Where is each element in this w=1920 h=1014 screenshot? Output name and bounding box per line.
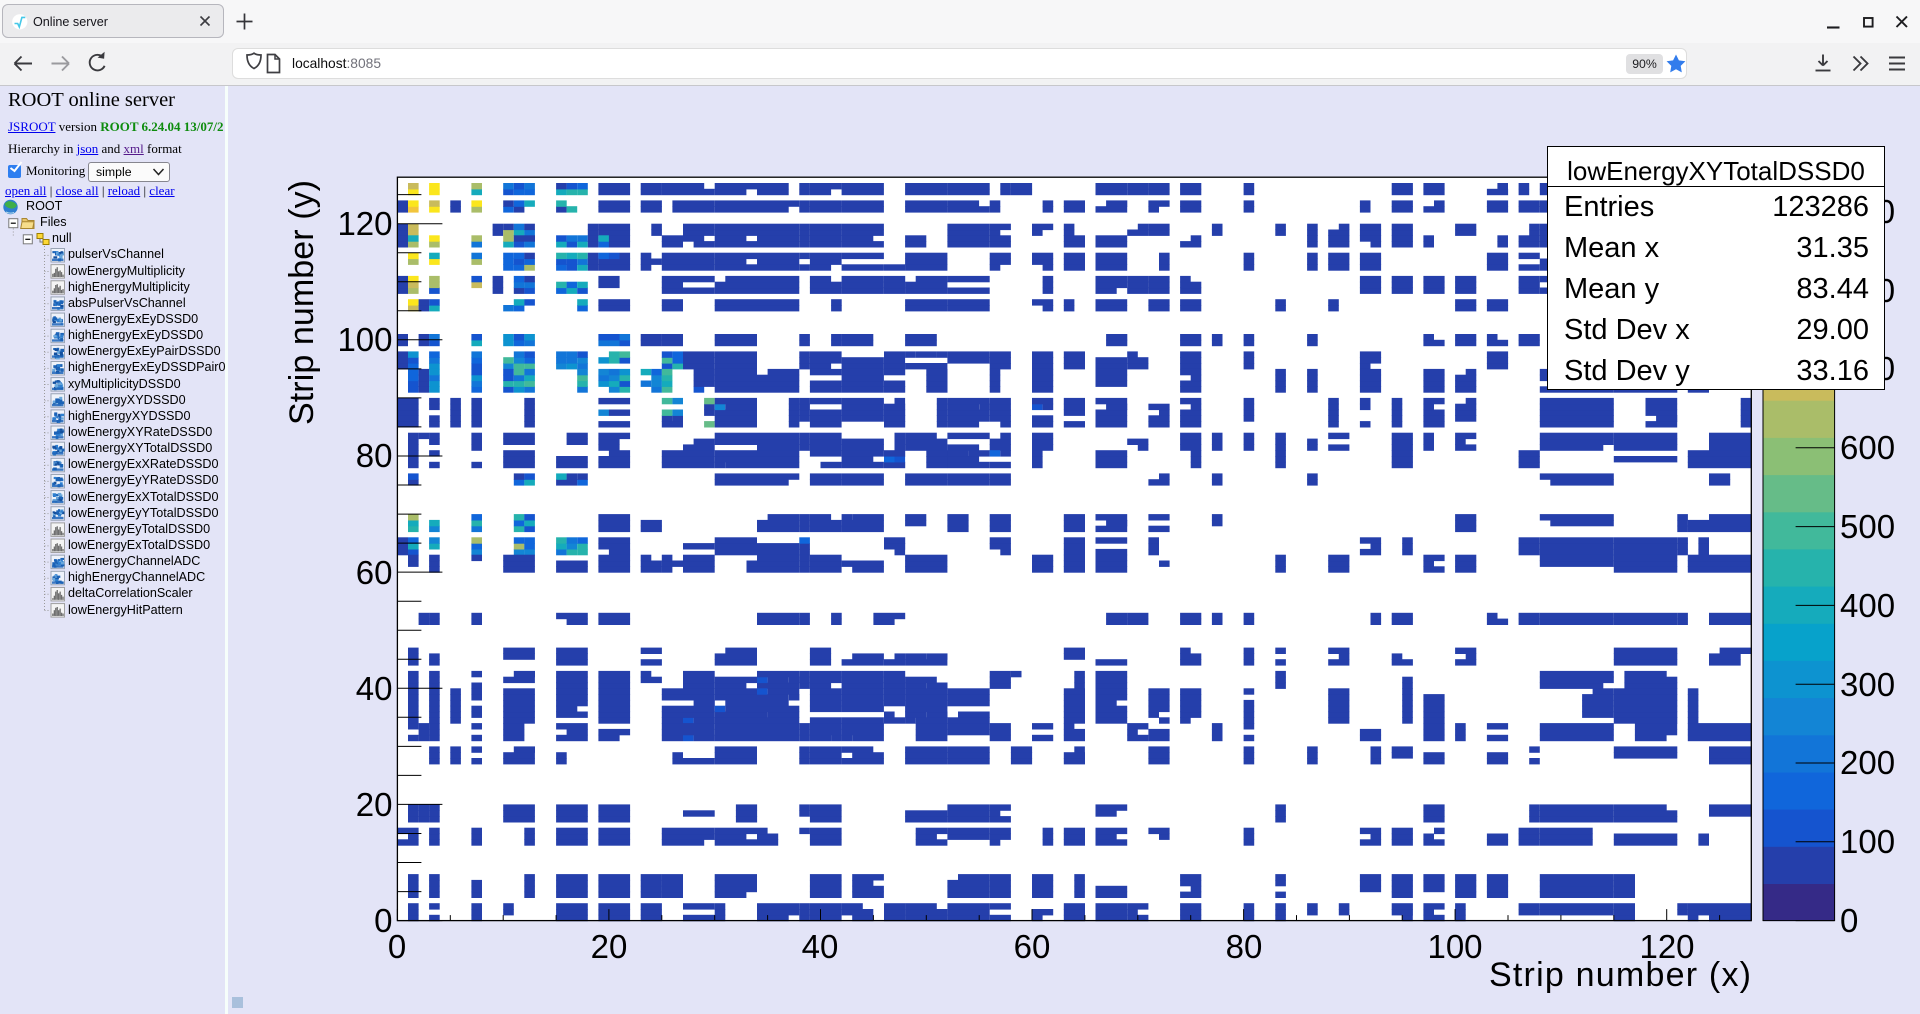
svg-text:60: 60 [356,554,393,591]
svg-text:100: 100 [1840,823,1895,860]
svg-text:0: 0 [374,902,392,939]
svg-text:80: 80 [1226,928,1263,965]
svg-text:400: 400 [1840,587,1895,624]
svg-text:40: 40 [356,670,393,707]
svg-text:40: 40 [802,928,839,965]
svg-text:500: 500 [1840,508,1895,545]
svg-text:20: 20 [591,928,628,965]
svg-text:300: 300 [1840,666,1895,703]
svg-text:Strip number (x): Strip number (x) [1489,956,1751,994]
svg-text:600: 600 [1840,429,1895,466]
svg-text:20: 20 [356,786,393,823]
svg-text:60: 60 [1014,928,1051,965]
svg-text:120: 120 [337,205,392,242]
svg-text:120: 120 [1639,928,1694,965]
svg-text:Strip number (y): Strip number (y) [283,180,321,425]
svg-text:0: 0 [1840,902,1858,939]
svg-text:200: 200 [1840,744,1895,781]
svg-text:100: 100 [337,321,392,358]
svg-text:0: 0 [388,928,406,965]
svg-text:100: 100 [1427,928,1482,965]
svg-text:80: 80 [356,437,393,474]
